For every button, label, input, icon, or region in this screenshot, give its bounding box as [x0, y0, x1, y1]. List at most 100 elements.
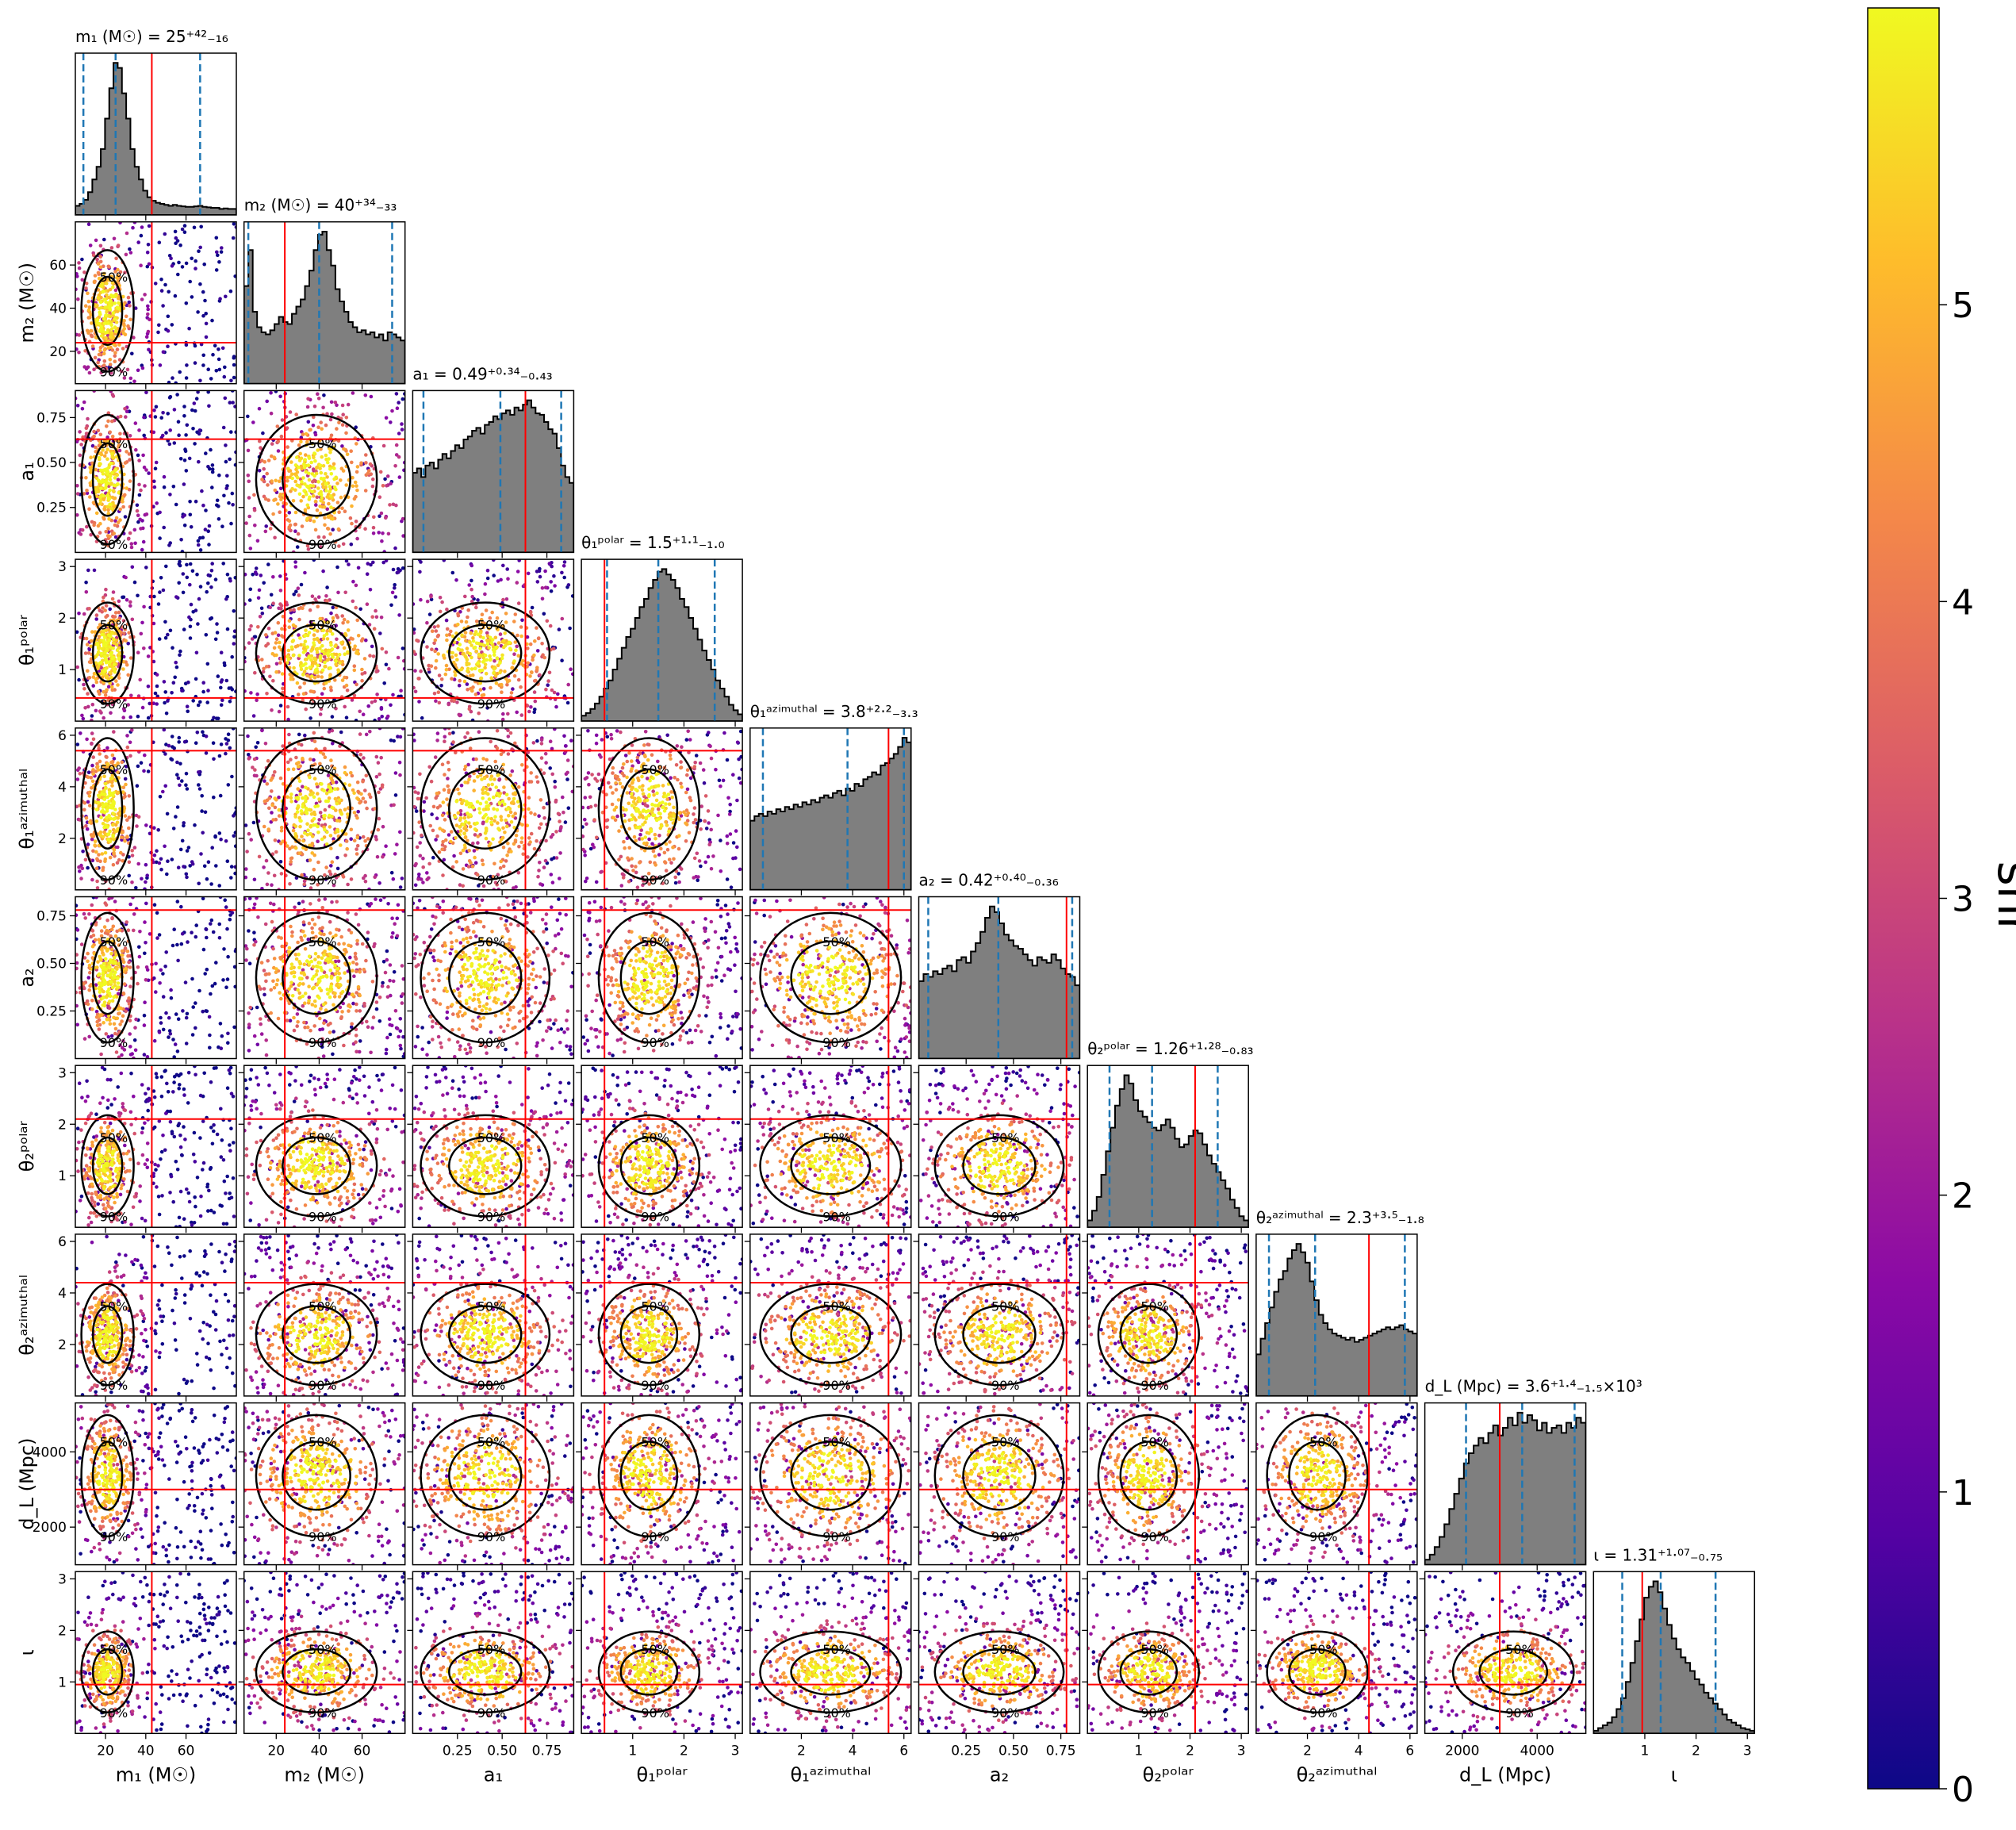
scatter-panel-a1-theta2_azimuthal: 50%90% [412, 1233, 576, 1397]
scatter-panel-theta2_polar-iota: 50%90% [1086, 1570, 1250, 1735]
contour-label-90: 90% [1140, 1529, 1169, 1544]
y-tick-label-iota-0: 1 [58, 1675, 67, 1690]
scatter-panel-theta1_polar-iota: 50% 90% [580, 1571, 745, 1734]
x-tick-label-theta1_polar-1: 2 [680, 1743, 688, 1759]
scatter-panel-m2-a1: 50%90% [243, 389, 407, 554]
colorbar-tick-label-5: 5 [1952, 286, 1974, 326]
y-tick-label-a2-0: 0.25 [36, 1004, 67, 1020]
scatter-panel-m2-theta2_azimuthal: 50% 90% [243, 1233, 407, 1398]
y-tick-label-theta1_azimuthal-0: 2 [58, 831, 67, 847]
contour-label-50: 50% [641, 934, 669, 950]
scatter-panel-a2-theta2_azimuthal: 50%90% [918, 1233, 1082, 1396]
colorbar [1868, 8, 1939, 1789]
contour-label-90: 90% [309, 1378, 337, 1393]
contour-label-50: 50% [641, 1130, 669, 1145]
scatter-panel-theta1_polar-dL: 50%90% [581, 1401, 745, 1566]
colorbar-tick-label-3: 3 [1952, 880, 1974, 920]
scatter-points [243, 1233, 407, 1398]
y-tick-label-theta2_azimuthal-1: 4 [58, 1286, 67, 1302]
histogram-panel-iota [1593, 1571, 1754, 1733]
colorbar-tick-label-2: 2 [1952, 1176, 1974, 1217]
scatter-panel-a2-iota: 50%90% [917, 1570, 1081, 1735]
scatter-panel-m1-dL: 50%90% [74, 1402, 238, 1567]
x-axis-label-m1: m₁ (M☉) [116, 1763, 197, 1786]
x-tick-label-theta2_azimuthal-0: 2 [1303, 1743, 1312, 1759]
scatter-panel-a2-theta2_polar: 50%90% [919, 1065, 1082, 1229]
contour-label-90: 90% [309, 696, 337, 712]
x-axis-label-theta2_polar: θ₂ᵖᵒˡᵃʳ [1143, 1763, 1194, 1786]
contour-label-90: 90% [100, 873, 128, 888]
contour-label-90: 90% [309, 873, 337, 888]
y-tick-label-theta2_polar-2: 3 [58, 1065, 67, 1081]
contour-label-90: 90% [822, 1209, 851, 1224]
contour-label-50: 50% [1309, 1642, 1338, 1657]
contour-label-50: 50% [477, 1299, 506, 1314]
contour-label-50: 50% [991, 1299, 1020, 1314]
contour-label-50: 50% [822, 1435, 851, 1450]
contour-label-90: 90% [822, 1378, 851, 1393]
scatter-panel-m1-theta1_azimuthal: 50%90% [75, 727, 239, 891]
y-tick-label-theta2_azimuthal-2: 6 [58, 1234, 67, 1250]
scatter-panel-theta1_azimuthal-theta2_polar: 50%90% [749, 1064, 913, 1228]
histogram-panel-dL [1425, 1403, 1586, 1565]
contour-label-50: 50% [309, 618, 337, 633]
contour-label-50: 50% [477, 618, 506, 633]
scatter-panel-a1-theta1_azimuthal: 50%90% [412, 727, 576, 892]
scatter-points [74, 1233, 238, 1397]
y-tick-label-theta1_azimuthal-1: 4 [58, 780, 67, 796]
contour-label-90: 90% [991, 1209, 1020, 1224]
scatter-panel-a1-theta2_polar: 50%90% [412, 1064, 576, 1229]
scatter-points [243, 1065, 407, 1229]
scatter-points [919, 1065, 1082, 1229]
contour-label-50: 50% [309, 1299, 337, 1314]
x-tick-label-a2-2: 0.75 [1046, 1743, 1076, 1759]
x-tick-label-theta1_polar-2: 3 [731, 1743, 740, 1759]
y-tick-label-theta2_azimuthal-0: 2 [58, 1337, 67, 1353]
contour-label-90: 90% [1309, 1529, 1338, 1544]
y-tick-label-iota-2: 3 [58, 1571, 67, 1587]
scatter-panel-m2-iota: 50%90% [242, 1571, 406, 1734]
x-tick-label-theta2_azimuthal-2: 6 [1405, 1743, 1414, 1759]
scatter-points [74, 1402, 238, 1567]
contour-label-50: 50% [309, 934, 337, 950]
colorbar-tick-label-4: 4 [1952, 582, 1974, 623]
histogram-bars [412, 401, 573, 553]
histogram-bars [750, 738, 911, 890]
histogram-bars [1256, 1244, 1417, 1396]
contour-label-90: 90% [1140, 1705, 1169, 1721]
contour-label-90: 90% [100, 1705, 128, 1721]
scatter-panel-m1-theta1_polar: 50%90% [75, 559, 238, 722]
contour-label-90: 90% [100, 1378, 128, 1393]
contour-label-90: 90% [100, 364, 128, 379]
y-tick-label-theta2_polar-0: 1 [58, 1168, 67, 1184]
x-tick-label-theta1_polar-0: 1 [628, 1743, 637, 1759]
x-tick-label-a1-1: 0.50 [487, 1743, 517, 1759]
histogram-bars [75, 63, 236, 215]
x-axis-label-dL: d_L (Mpc) [1459, 1763, 1551, 1786]
scatter-points [74, 896, 238, 1061]
contour-label-50: 50% [641, 1642, 669, 1657]
scatter-panel-theta2_azimuthal-dL: 50%90% [1255, 1401, 1419, 1566]
y-tick-label-m2-2: 60 [49, 258, 67, 274]
contour-label-50: 50% [309, 1642, 337, 1657]
contour-label-50: 50% [100, 270, 128, 285]
scatter-panel-m1-a1: 50%90% [74, 389, 238, 554]
contour-label-90: 90% [309, 1035, 337, 1050]
contour-label-90: 90% [641, 1705, 669, 1721]
scatter-points [412, 1064, 576, 1229]
y-tick-label-a2-2: 0.75 [36, 909, 67, 925]
scatter-panel-m2-theta1_azimuthal: 50%90% [244, 727, 405, 892]
contour-label-50: 50% [1140, 1299, 1169, 1314]
scatter-panel-theta1_azimuthal-a2: 50%90% [749, 896, 913, 1060]
histogram-panel-theta1_polar [581, 559, 742, 721]
scatter-panel-a1-theta1_polar: 50%90% [412, 558, 575, 723]
x-axis-label-theta1_azimuthal: θ₁ᵃᶻⁱᵐᵘᵗʰᵃˡ [790, 1763, 871, 1786]
contour-label-50: 50% [641, 762, 669, 777]
contour-label-50: 50% [100, 934, 128, 950]
contour-label-90: 90% [991, 1705, 1020, 1721]
x-tick-label-m2-0: 20 [267, 1743, 285, 1759]
x-tick-label-a2-0: 0.25 [951, 1743, 981, 1759]
contour-90 [256, 913, 377, 1042]
x-tick-label-a1-0: 0.25 [443, 1743, 473, 1759]
